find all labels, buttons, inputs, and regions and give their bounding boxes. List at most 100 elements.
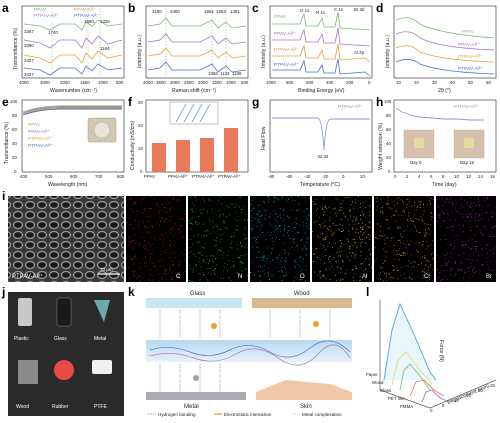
eds-speckle	[401, 236, 403, 237]
eds-speckle	[241, 261, 242, 263]
eds-speckle	[131, 198, 133, 200]
eds-speckle	[245, 268, 247, 270]
eds-speckle	[281, 270, 283, 271]
eds-speckle	[417, 251, 419, 253]
eds-speckle	[341, 243, 343, 244]
eds-speckle	[205, 234, 207, 236]
eds-speckle	[460, 203, 462, 205]
eds-speckle	[427, 204, 429, 206]
eds-speckle	[161, 278, 163, 280]
panel-e-label: e	[2, 95, 9, 109]
eds-speckle	[134, 203, 136, 205]
panel-e-ytick-4: 60	[12, 127, 17, 132]
eds-speckle	[468, 270, 470, 272]
eds-speckle	[444, 201, 446, 203]
eds-speckle	[144, 208, 146, 209]
eds-speckle	[462, 216, 464, 217]
eds-speckle	[364, 261, 365, 263]
eds-speckle	[228, 260, 230, 261]
eds-speckle	[463, 252, 465, 254]
eds-speckle	[325, 238, 327, 240]
eds-speckle	[391, 201, 393, 203]
eds-speckle	[481, 209, 482, 211]
eds-speckle	[323, 196, 325, 198]
panel-e-ytick-2: 20	[12, 155, 17, 160]
panel-k-legend-1: Hydrogen bonding	[158, 412, 196, 417]
eds-speckle	[219, 229, 221, 230]
eds-speckle	[322, 208, 324, 210]
panel-e-ytick-3: 40	[12, 141, 17, 146]
eds-speckle	[343, 212, 344, 214]
eds-speckle	[162, 234, 164, 235]
eds-speckle	[415, 218, 417, 220]
eds-speckle	[169, 245, 170, 246]
eds-speckle	[178, 265, 180, 267]
eds-speckle	[136, 278, 138, 279]
eds-speckle	[203, 247, 205, 248]
eds-speckle	[231, 236, 232, 238]
eds-speckle	[150, 196, 152, 197]
eds-speckle	[465, 213, 467, 215]
eds-speckle	[256, 242, 258, 243]
eds-speckle	[327, 246, 329, 247]
eds-speckle	[299, 209, 301, 211]
eds-speckle	[333, 232, 334, 234]
eds-speckle	[377, 238, 379, 239]
eds-speckle	[257, 271, 259, 272]
eds-speckle	[341, 268, 342, 270]
eds-speckle	[382, 263, 384, 264]
eds-speckle	[479, 200, 481, 202]
panel-e-ytick-1: 0	[14, 169, 17, 174]
eds-speckle	[486, 257, 488, 259]
eds-speckle	[170, 206, 172, 208]
eds-speckle	[226, 228, 228, 230]
eds-speckle	[369, 238, 371, 240]
eds-speckle	[236, 205, 238, 207]
eds-speckle	[458, 212, 460, 214]
eds-speckle	[270, 234, 272, 236]
eds-speckle	[470, 202, 472, 204]
eds-speckle	[164, 218, 166, 220]
eds-speckle	[160, 254, 162, 255]
panel-c-legend-4: PTPAV-Al³⁺	[274, 62, 299, 68]
eds-speckle	[206, 278, 208, 280]
eds-speckle	[152, 280, 154, 282]
eds-speckle	[362, 270, 364, 272]
eds-speckle	[344, 216, 346, 218]
panel-j-item-1: Plastic	[14, 336, 29, 342]
eds-speckle	[227, 206, 228, 208]
eds-speckle	[174, 233, 176, 235]
eds-speckle	[472, 269, 474, 270]
panel-h-day0: Day 0	[410, 160, 422, 165]
eds-speckle	[295, 262, 297, 264]
eds-speckle	[149, 232, 151, 234]
eds-speckle	[223, 270, 224, 271]
eds-speckle	[359, 203, 361, 204]
eds-speckle	[229, 214, 231, 216]
eds-speckle	[329, 268, 330, 270]
eds-speckle	[425, 264, 427, 266]
panel-k-ion-2	[313, 321, 319, 327]
panel-d-legend-1: PPAV	[462, 29, 475, 35]
eds-speckle	[275, 239, 276, 241]
eds-speckle	[329, 216, 331, 218]
eds-speckle	[131, 258, 133, 260]
eds-speckle	[398, 259, 400, 261]
eds-speckle	[184, 260, 186, 262]
eds-speckle	[252, 261, 254, 263]
eds-speckle	[279, 208, 281, 209]
eds-speckle	[370, 266, 372, 268]
panel-l-axes	[379, 300, 497, 409]
eds-speckle	[128, 237, 130, 239]
eds-speckle	[403, 230, 405, 232]
eds-speckle	[349, 259, 351, 261]
eds-speckle	[352, 269, 354, 270]
eds-speckle	[335, 215, 337, 217]
eds-speckle	[455, 261, 456, 263]
eds-speckle	[323, 226, 325, 227]
eds-speckle	[458, 235, 460, 237]
eds-speckle	[490, 260, 491, 262]
eds-speckle	[199, 273, 201, 274]
eds-speckle	[462, 245, 463, 247]
panel-d-xtick-2: 20	[414, 80, 419, 85]
